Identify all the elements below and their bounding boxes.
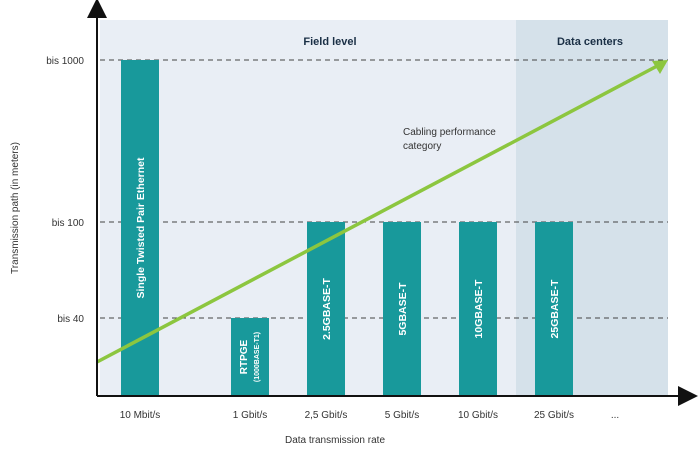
bars: Single Twisted Pair Ethernet RTPGE (1000BA… [121, 60, 573, 396]
x-tick-label: 2,5 Gbit/s [305, 410, 348, 421]
bar-label: 2.5GBASE-T [321, 277, 333, 339]
x-tick-label: ... [611, 410, 619, 421]
bar-label: RTPGE [239, 339, 250, 374]
x-tick-label: 25 Gbit/s [534, 410, 574, 421]
x-tick-labels: 10 Mbit/s 1 Gbit/s 2,5 Gbit/s 5 Gbit/s 10 Gb… [120, 410, 619, 421]
y-tick-label: bis 1000 [46, 56, 84, 67]
trend-line [96, 60, 668, 364]
field-level-label: Field level [303, 36, 356, 48]
bar [535, 222, 573, 396]
bar-label: 10GBASE-T [473, 279, 485, 339]
bar-label: 25GBASE-T [549, 279, 561, 339]
bar [231, 318, 269, 396]
bar [459, 222, 497, 396]
trend-label-line1: Cabling performance [403, 127, 496, 138]
bar-label: 5GBASE-T [397, 282, 409, 336]
y-tick-label: bis 40 [57, 314, 84, 325]
y-axis-title: Transmission path (in meters) [10, 142, 21, 274]
y-tick-label: bis 100 [52, 218, 85, 229]
x-tick-label: 1 Gbit/s [233, 410, 267, 421]
x-axis-title: Data transmission rate [285, 435, 385, 446]
x-tick-label: 10 Mbit/s [120, 410, 161, 421]
bar [307, 222, 345, 396]
data-centers-label: Data centers [557, 36, 623, 48]
trend-line-stroke [96, 63, 660, 364]
bar-sublabel: (1000BASE-T1) [254, 332, 261, 382]
x-tick-label: 10 Gbit/s [458, 410, 498, 421]
trend-label-line2: category [403, 141, 441, 152]
bar [383, 222, 421, 396]
y-tick-labels: bis 1000 bis 100 bis 40 [46, 56, 84, 325]
bar-label: Single Twisted Pair Ethernet [135, 157, 147, 299]
trend-arrowhead [652, 60, 668, 74]
x-tick-label: 5 Gbit/s [385, 410, 419, 421]
